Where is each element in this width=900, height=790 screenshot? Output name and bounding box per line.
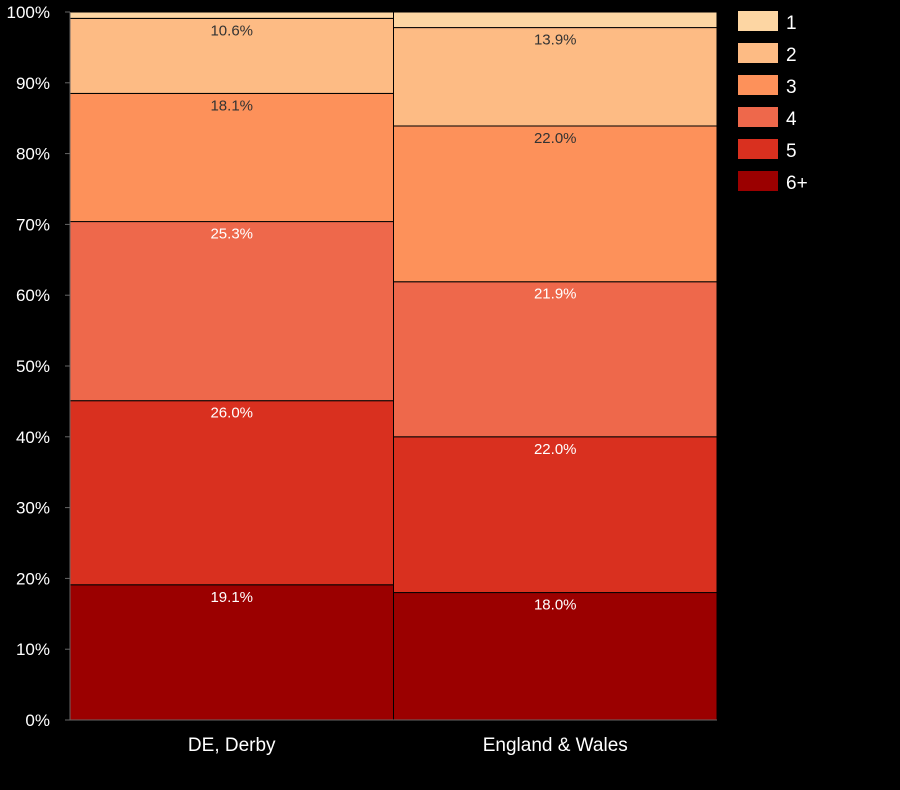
bar-segment-england-wales-4 bbox=[393, 281, 718, 438]
legend-label: 6+ bbox=[786, 173, 808, 194]
legend-swatch bbox=[738, 75, 778, 95]
y-tick-label: 80% bbox=[16, 145, 50, 164]
legend-swatch bbox=[738, 11, 778, 31]
y-tick-label: 0% bbox=[25, 711, 50, 730]
bar-segment-england-wales-3 bbox=[393, 125, 718, 283]
data-label-england-wales-6: 18.0% bbox=[534, 597, 577, 614]
y-tick-label: 60% bbox=[16, 286, 50, 305]
y-tick-label: 30% bbox=[16, 499, 50, 518]
data-label-de-derby-6: 19.1% bbox=[210, 589, 253, 606]
legend-swatch bbox=[738, 43, 778, 63]
bar-segment-de-derby-6 bbox=[69, 584, 394, 721]
data-label-england-wales-5: 22.0% bbox=[534, 441, 577, 458]
legend-label: 4 bbox=[786, 109, 797, 130]
data-label-de-derby-2: 10.6% bbox=[210, 22, 253, 39]
legend-item-2: 2 bbox=[738, 43, 797, 66]
y-tick-label: 20% bbox=[16, 569, 50, 588]
bar-segment-de-derby-4 bbox=[69, 221, 394, 402]
y-axis: 0% 10% 20% 30% 40% 50% 60% 70% 80% 90% 100% bbox=[7, 3, 71, 730]
data-label-de-derby-3: 18.1% bbox=[210, 97, 253, 114]
legend-item-4: 4 bbox=[738, 107, 797, 130]
y-tick-label: 10% bbox=[16, 640, 50, 659]
legend-label: 1 bbox=[786, 13, 797, 34]
data-label-england-wales-2: 13.9% bbox=[534, 32, 577, 49]
legend-label: 5 bbox=[786, 141, 797, 162]
legend-item-5: 5 bbox=[738, 139, 797, 162]
data-label-england-wales-3: 22.0% bbox=[534, 130, 577, 147]
bar-segment-england-wales-2 bbox=[393, 27, 718, 127]
y-tick-label: 70% bbox=[16, 215, 50, 234]
legend-label: 2 bbox=[786, 45, 797, 66]
bar-segment-england-wales-6 bbox=[393, 592, 718, 721]
data-label-de-derby-4: 25.3% bbox=[210, 226, 253, 243]
y-tick-label: 100% bbox=[7, 3, 50, 22]
bar-segment-england-wales-5 bbox=[393, 436, 718, 594]
bar-segment-de-derby-1 bbox=[69, 11, 394, 19]
data-label-de-derby-5: 26.0% bbox=[210, 405, 253, 422]
y-tick-label: 50% bbox=[16, 357, 50, 376]
x-axis: DE, Derby England & Wales bbox=[70, 719, 717, 756]
x-tick-label: DE, Derby bbox=[188, 735, 276, 756]
legend-swatch bbox=[738, 139, 778, 159]
legend-item-1: 1 bbox=[738, 11, 797, 34]
legend-swatch bbox=[738, 107, 778, 127]
legend-swatch bbox=[738, 171, 778, 191]
legend-item-3: 3 bbox=[738, 75, 797, 98]
data-label-england-wales-4: 21.9% bbox=[534, 286, 577, 303]
plot-area: 19.1% 26.0% 25.3% 18.1% 10.6% 18.0% 22.0% 21.9%… bbox=[69, 11, 718, 721]
legend-item-6: 6+ bbox=[738, 171, 808, 194]
x-tick-label: England & Wales bbox=[483, 735, 628, 756]
bar-segment-de-derby-3 bbox=[69, 92, 394, 223]
bar-segment-de-derby-5 bbox=[69, 400, 394, 586]
y-tick-label: 90% bbox=[16, 74, 50, 93]
legend: 1 2 3 4 5 6+ bbox=[738, 11, 808, 194]
bar-segment-england-wales-1 bbox=[393, 11, 718, 29]
y-tick-label: 40% bbox=[16, 428, 50, 447]
legend-label: 3 bbox=[786, 77, 797, 98]
